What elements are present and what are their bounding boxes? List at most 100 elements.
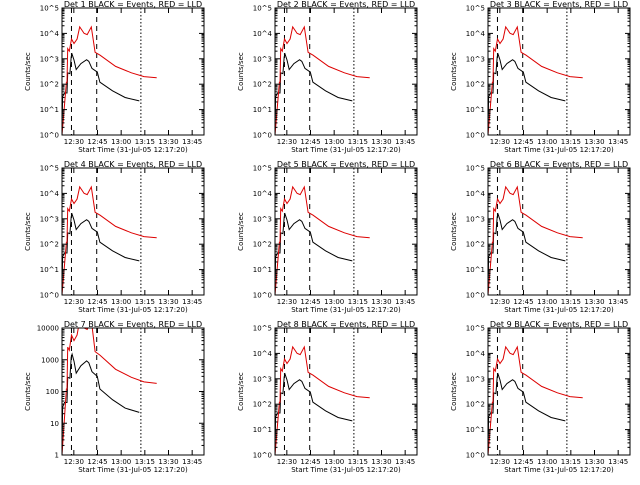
series-events <box>62 212 140 295</box>
x-tick-label: 13:30 <box>584 138 604 146</box>
series-lld <box>62 25 157 135</box>
x-tick-label: 13:30 <box>158 458 178 466</box>
plot-frame <box>61 327 205 456</box>
x-tick-label: 12:45 <box>300 458 320 466</box>
y-tick-label: 10^5 <box>40 165 59 173</box>
x-tick-label: 12:45 <box>300 138 320 146</box>
series-line-events <box>275 372 353 455</box>
x-tick-label: 13:00 <box>111 138 131 146</box>
y-tick-label: 10^3 <box>466 55 485 63</box>
y-tick-label: 10^5 <box>466 325 485 333</box>
x-tick-label: 12:45 <box>513 138 533 146</box>
y-tick-label: 10^4 <box>253 350 273 358</box>
chart-panel: 10^0 10^1 10^2 10^3 10^4 10^5 12:30 12:45 13:00 1… <box>450 320 631 474</box>
series-line-events <box>275 212 353 295</box>
plot-frame <box>61 167 205 296</box>
x-tick-label: 13:15 <box>561 458 581 466</box>
y-axis-label: Counts/sec <box>450 52 458 91</box>
x-tick-label: 12:45 <box>87 138 107 146</box>
x-tick-label: 13:00 <box>324 298 344 306</box>
chart-title: Det 5 BLACK = Events, RED = LLD <box>277 160 415 169</box>
x-tick-label: 13:15 <box>135 138 155 146</box>
chart-panel: 10^0 10^1 10^2 10^3 10^4 10^5 12:30 12:45 13:00 1… <box>237 160 418 314</box>
x-tick-label: 12:30 <box>490 458 510 466</box>
x-tick-label: 13:15 <box>561 138 581 146</box>
y-tick-label: 10^3 <box>253 55 272 63</box>
y-axis-label: Counts/sec <box>237 212 245 251</box>
x-axis-label: Start Time (31-Jul-05 12:17:20) <box>291 146 401 154</box>
y-tick-label: 1 <box>55 452 59 460</box>
series-line-lld <box>275 345 370 455</box>
y-tick-label: 10^2 <box>253 81 272 89</box>
y-axis-label: Counts/sec <box>24 372 32 411</box>
x-tick-label: 13:45 <box>608 138 628 146</box>
x-tick-label: 13:45 <box>608 458 628 466</box>
x-tick-label: 13:45 <box>395 298 415 306</box>
plot-frame <box>487 7 631 136</box>
x-axis-label: Start Time (31-Jul-05 12:17:20) <box>504 306 614 314</box>
x-tick-label: 13:15 <box>348 298 368 306</box>
series-line-lld <box>488 345 583 455</box>
x-tick-label: 13:00 <box>537 458 557 466</box>
y-tick-label: 10^5 <box>466 5 485 13</box>
x-tick-label: 12:45 <box>513 298 533 306</box>
x-tick-label: 12:45 <box>87 458 107 466</box>
x-tick-label: 12:30 <box>277 138 297 146</box>
series-events <box>275 212 353 295</box>
y-tick-label: 1000 <box>41 356 59 364</box>
y-tick-label: 10^3 <box>40 215 59 223</box>
y-tick-label: 10^4 <box>466 350 486 358</box>
y-tick-label: 10^3 <box>253 375 272 383</box>
y-tick-label: 10^4 <box>466 190 486 198</box>
x-tick-label: 12:30 <box>64 458 84 466</box>
x-tick-label: 13:15 <box>561 298 581 306</box>
y-tick-label: 10^4 <box>253 30 273 38</box>
y-tick-label: 10^1 <box>466 266 485 274</box>
x-tick-label: 13:45 <box>395 458 415 466</box>
x-tick-label: 13:15 <box>348 458 368 466</box>
series-events <box>62 52 140 135</box>
x-axis-label: Start Time (31-Jul-05 12:17:20) <box>291 466 401 474</box>
x-axis-label: Start Time (31-Jul-05 12:17:20) <box>291 306 401 314</box>
x-tick-label: 13:30 <box>158 138 178 146</box>
x-tick-label: 13:00 <box>537 138 557 146</box>
series-line-events <box>275 52 353 135</box>
y-tick-label: 10^0 <box>466 292 485 300</box>
series-line-lld <box>488 25 583 135</box>
x-tick-label: 13:30 <box>584 298 604 306</box>
y-axis-label: Counts/sec <box>237 372 245 411</box>
x-tick-label: 13:45 <box>182 298 202 306</box>
series-line-events <box>488 372 566 455</box>
x-axis-label: Start Time (31-Jul-05 12:17:20) <box>78 306 188 314</box>
x-tick-label: 12:30 <box>64 298 84 306</box>
y-tick-label: 10^3 <box>466 375 485 383</box>
series-line-events <box>488 52 566 135</box>
y-tick-label: 10^4 <box>40 30 60 38</box>
series-line-lld <box>275 25 370 135</box>
plot-frame <box>274 327 418 456</box>
chart-title: Det 9 BLACK = Events, RED = LLD <box>490 320 628 329</box>
series-lld <box>488 25 583 135</box>
x-tick-label: 13:15 <box>135 298 155 306</box>
series-line-lld <box>62 328 157 455</box>
y-tick-label: 10^3 <box>40 55 59 63</box>
series-events <box>275 372 353 455</box>
x-tick-label: 12:45 <box>300 298 320 306</box>
chart-title: Det 4 BLACK = Events, RED = LLD <box>64 160 202 169</box>
x-axis-label: Start Time (31-Jul-05 12:17:20) <box>78 146 188 154</box>
y-axis-label: Counts/sec <box>24 52 32 91</box>
y-tick-label: 10^1 <box>253 426 272 434</box>
y-tick-label: 10^1 <box>40 266 59 274</box>
y-tick-label: 100 <box>46 388 59 396</box>
y-tick-label: 10^0 <box>40 292 59 300</box>
x-tick-label: 12:30 <box>277 298 297 306</box>
y-tick-label: 10^1 <box>466 426 485 434</box>
y-tick-label: 10^4 <box>253 190 273 198</box>
series-events <box>488 52 566 135</box>
y-tick-label: 10^2 <box>40 241 59 249</box>
y-tick-label: 10^5 <box>253 165 272 173</box>
y-tick-label: 10^1 <box>253 106 272 114</box>
series-lld <box>275 185 370 295</box>
x-tick-label: 12:30 <box>490 298 510 306</box>
chart-title: Det 6 BLACK = Events, RED = LLD <box>490 160 628 169</box>
